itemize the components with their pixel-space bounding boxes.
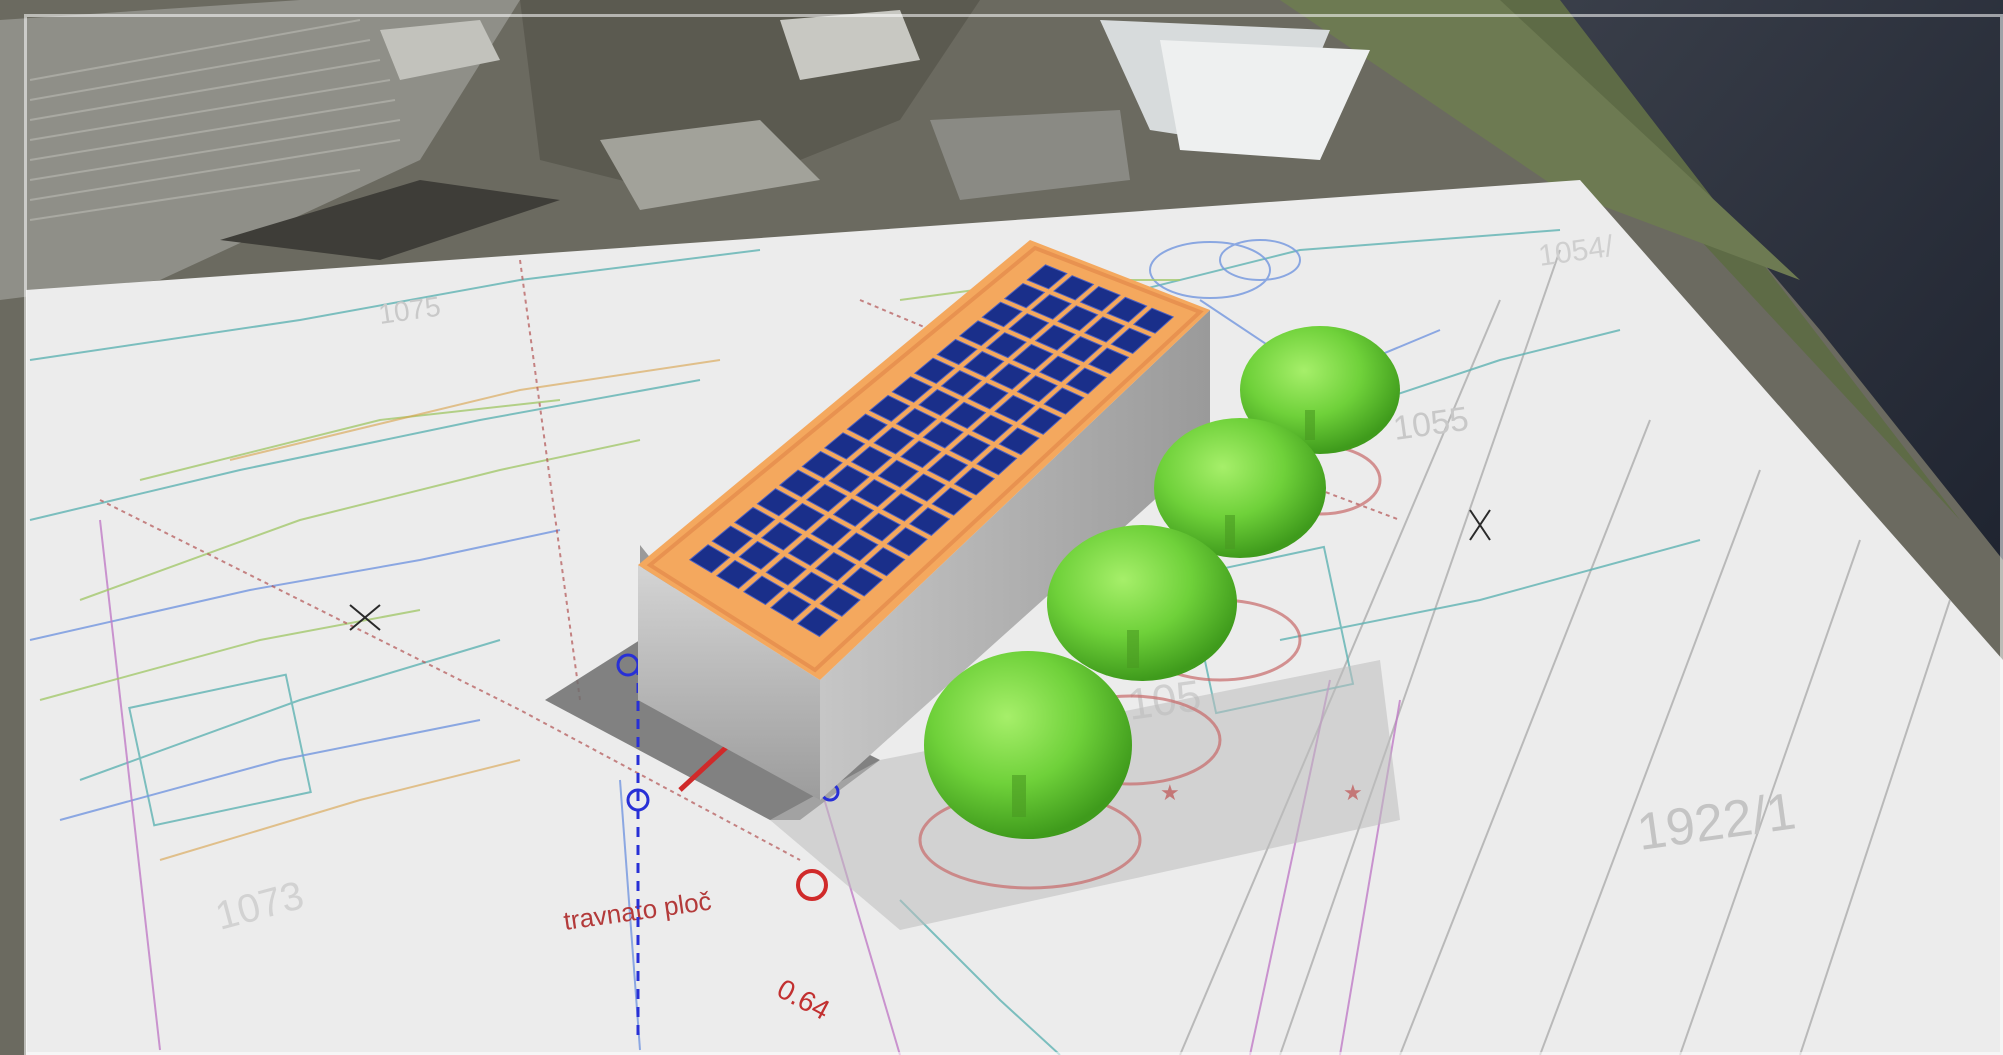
solar-panel: [904, 473, 946, 502]
solar-panel: [797, 606, 839, 638]
solar-panel: [828, 464, 870, 493]
solar-panel: [1110, 327, 1152, 354]
solar-panel: [926, 453, 969, 482]
solar-panel: [936, 338, 978, 366]
solar-panel: [868, 394, 911, 422]
solar-panel: [985, 332, 1027, 359]
solar-panel: [908, 507, 951, 536]
solar-panel: [756, 488, 798, 517]
solar-panel: [1039, 355, 1081, 383]
solar-panel: [778, 469, 821, 498]
solar-panel: [810, 517, 852, 547]
solar-panel: [1026, 264, 1068, 290]
solar-panel: [877, 459, 920, 488]
trees[interactable]: [924, 326, 1400, 839]
solar-panel: [1065, 367, 1107, 395]
tree-4[interactable]: [1240, 326, 1400, 454]
solar-panel: [846, 413, 888, 441]
solar-panel: [958, 320, 1001, 347]
tree-3[interactable]: [1154, 418, 1326, 558]
solar-panel: [1052, 275, 1095, 301]
solar-panel: [819, 586, 861, 617]
solar-panel: [1043, 387, 1085, 415]
solar-panel: [976, 447, 1018, 476]
solar-panel: [1034, 324, 1077, 351]
solar-panel: [787, 536, 830, 566]
solar-panel: [944, 401, 987, 430]
solar-panel: [918, 389, 960, 416]
solar-panel: [989, 363, 1032, 390]
solar-panel: [873, 426, 915, 455]
solar-panel: [864, 547, 906, 577]
solar-panel: [738, 540, 780, 570]
solar-panel: [1132, 307, 1175, 334]
tree-2[interactable]: [1047, 525, 1237, 681]
solar-panel: [1083, 316, 1126, 343]
solar-panel: [1008, 313, 1050, 339]
solar-panel: [801, 450, 843, 479]
solar-panel: [886, 527, 928, 557]
solar-panel: [1061, 336, 1103, 363]
solar-panel: [841, 567, 884, 597]
solar-panel: [765, 556, 807, 586]
solar-panel: [900, 440, 942, 469]
solar-panel: [1106, 296, 1148, 323]
solar-panel: [1088, 347, 1130, 375]
solar-panel: [733, 506, 776, 536]
solar-panel: [805, 483, 848, 513]
building-with-solar-roof[interactable]: [638, 240, 1210, 800]
solar-panel: [953, 467, 996, 496]
solar-panel: [1079, 285, 1121, 312]
solar-panel: [1030, 294, 1072, 320]
solar-panel: [891, 376, 933, 403]
building-wall-side: [820, 310, 1210, 800]
solar-panel: [994, 394, 1036, 423]
solar-panel: [949, 434, 991, 462]
solar-panel: [711, 525, 753, 555]
solar-panel: [855, 479, 897, 508]
solar-panel: [1016, 375, 1058, 403]
solar-panel: [783, 502, 825, 532]
solar-panel: [859, 512, 902, 542]
solar-panel: [922, 421, 964, 449]
solar-panel: [715, 559, 758, 590]
solar-panel: [770, 591, 812, 622]
solar-panel: [895, 407, 938, 436]
solar-panel: [931, 487, 973, 516]
solar-panel: [743, 575, 785, 606]
solar-panel: [940, 370, 983, 397]
solar-panel: [963, 351, 1005, 378]
solar-panel: [814, 551, 857, 582]
solar-panel-array: [688, 264, 1175, 638]
solar-panel: [823, 432, 866, 460]
tree-1[interactable]: [924, 651, 1132, 839]
solar-panel: [998, 427, 1040, 456]
solar-panel: [981, 301, 1023, 328]
solar-panel: [837, 532, 879, 562]
solar-panel: [832, 498, 875, 527]
solar-panel: [760, 521, 803, 551]
solar-panel: [1012, 343, 1054, 371]
solar-panel: [1020, 407, 1063, 435]
solar-panel: [913, 357, 956, 384]
solar-panel: [971, 414, 1014, 443]
solar-panel: [1057, 305, 1099, 332]
solar-panel: [1003, 282, 1046, 309]
solar-panel: [967, 382, 1009, 410]
solar-panel: [882, 493, 924, 522]
solar-panel: [688, 544, 731, 574]
solar-panel: [792, 571, 834, 602]
solar-panel: [850, 445, 893, 474]
